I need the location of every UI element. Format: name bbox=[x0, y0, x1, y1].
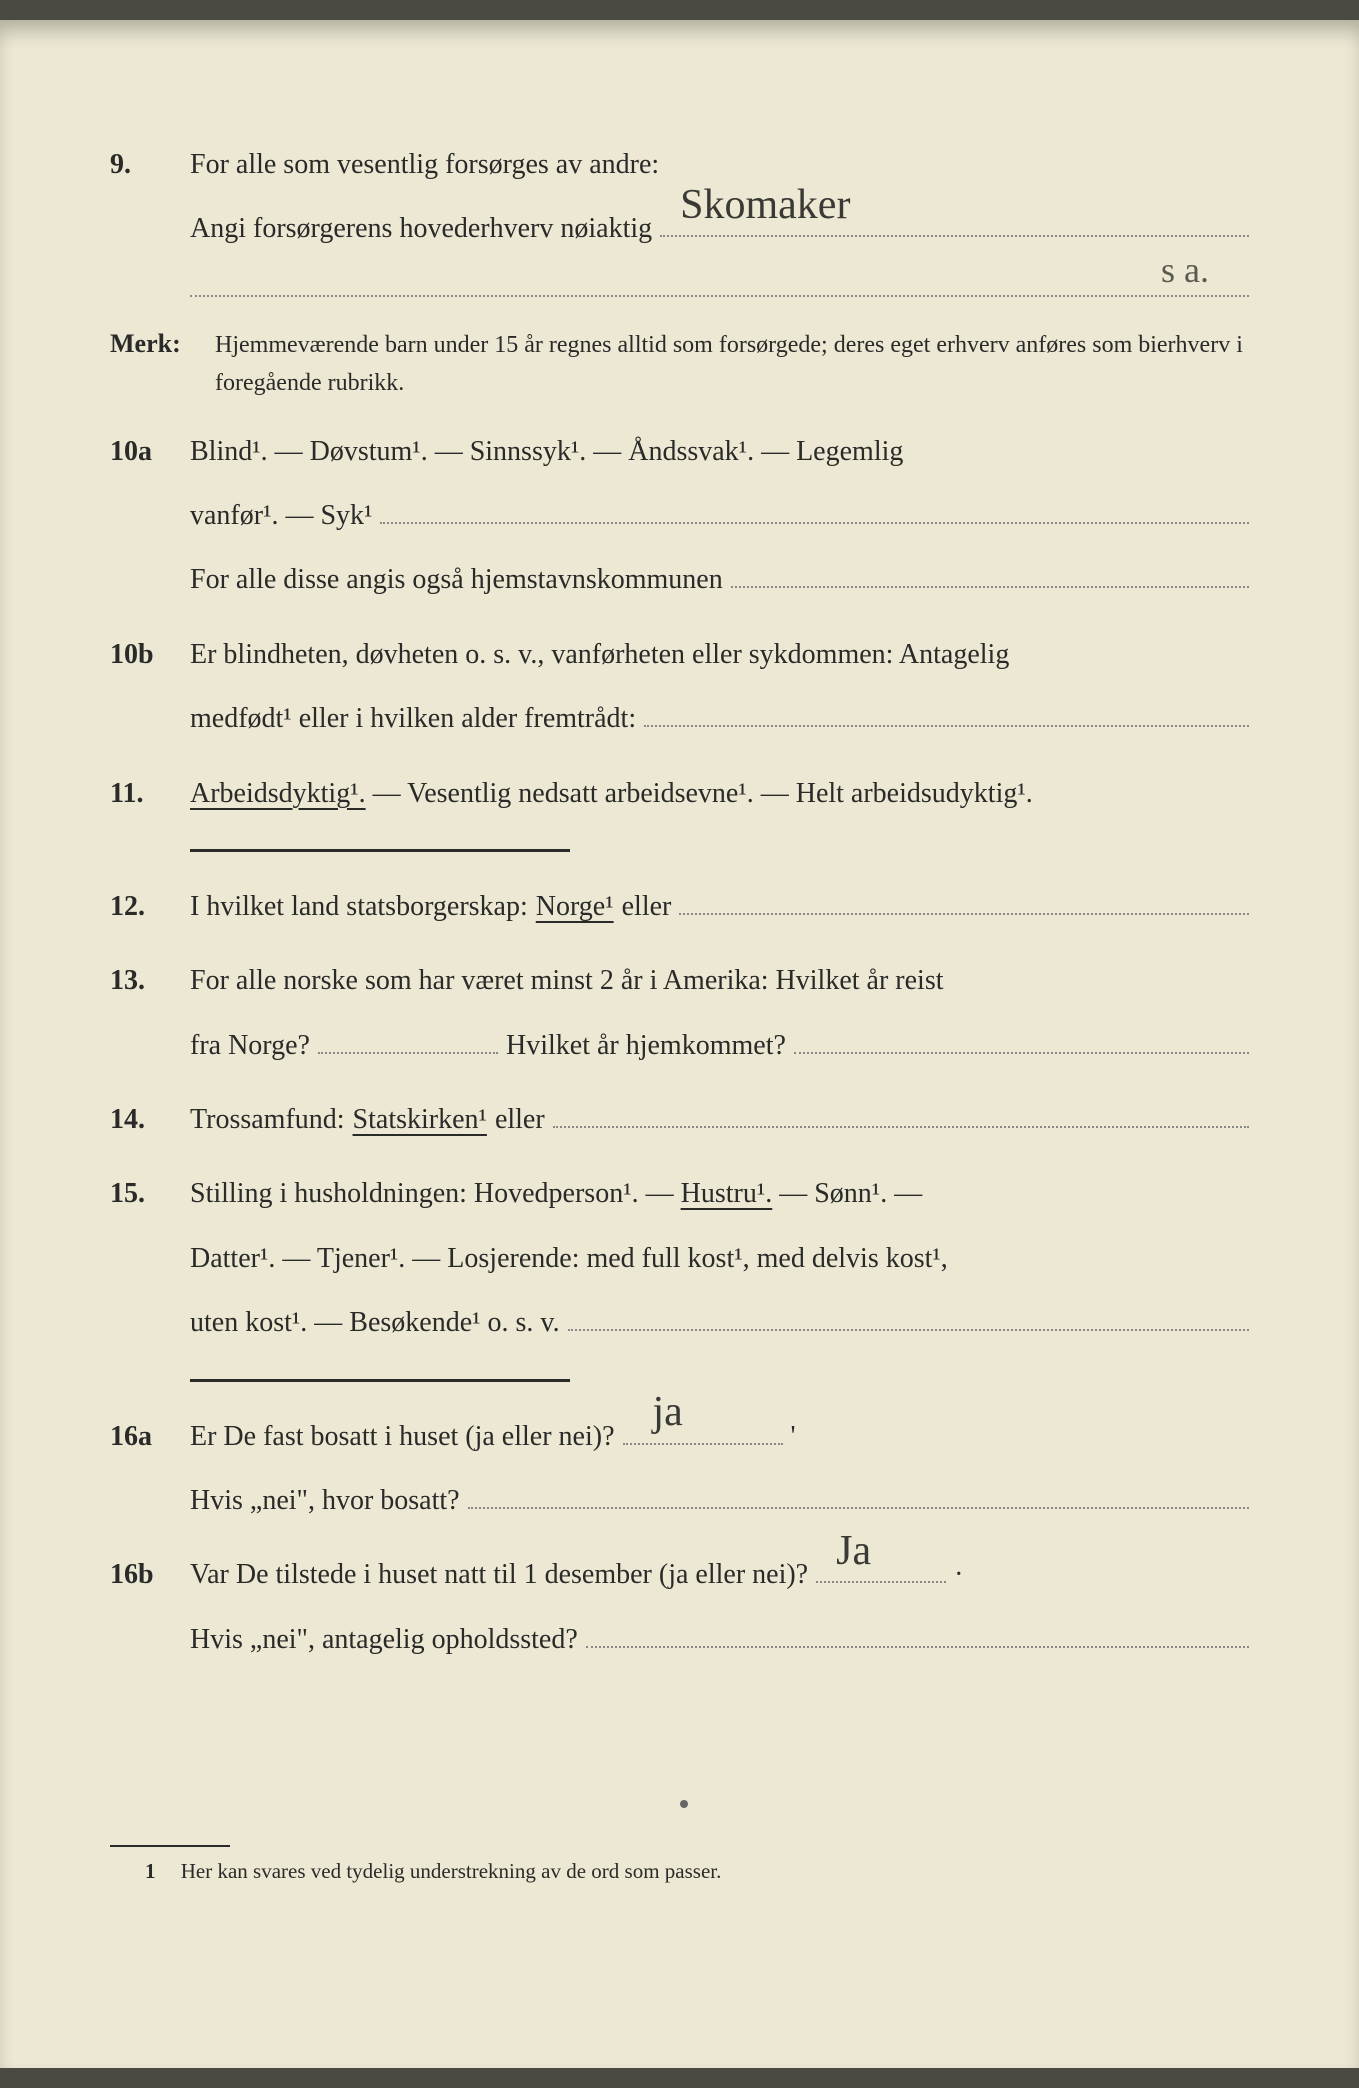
q9-annotation: s a. bbox=[1161, 238, 1209, 303]
q12-prefix: I hvilket land statsborgerskap: bbox=[190, 882, 528, 932]
q14-number: 14. bbox=[110, 1095, 190, 1145]
q16b-number: 16b bbox=[110, 1550, 190, 1600]
q10b-number: 10b bbox=[110, 630, 190, 680]
q13-line2b: Hvilket år hjemkommet? bbox=[506, 1021, 786, 1071]
q9-answer: Skomaker bbox=[680, 168, 850, 244]
q9-answer-line: Skomaker bbox=[660, 209, 1249, 237]
q11-content: Arbeidsdyktig¹. — Vesentlig nedsatt arbe… bbox=[190, 769, 1249, 819]
footnote-text: Her kan svares ved tydelig understreknin… bbox=[181, 1859, 722, 1883]
q13-fill2 bbox=[794, 1026, 1249, 1054]
q12-suffix: eller bbox=[622, 882, 672, 932]
dot-mark bbox=[680, 1800, 688, 1808]
q9-line2-label: Angi forsørgerens hovederhverv nøiaktig bbox=[190, 204, 652, 254]
q14-underlined: Statskirken¹ bbox=[353, 1095, 487, 1145]
q12-content: I hvilket land statsborgerskap: Norge¹ e… bbox=[190, 882, 1249, 932]
q13-line1: For alle norske som har været minst 2 år… bbox=[190, 956, 1249, 1006]
q9-number: 9. bbox=[110, 140, 190, 190]
q16a-line2: Hvis „nei", hvor bosatt? bbox=[190, 1476, 1249, 1526]
question-11: 11. Arbeidsdyktig¹. — Vesentlig nedsatt … bbox=[110, 769, 1249, 819]
q15-line1-underlined: Hustru¹. bbox=[681, 1178, 773, 1209]
merk-text: Hjemmeværende barn under 15 år regnes al… bbox=[215, 326, 1249, 403]
q10a-line1: Blind¹. — Døvstum¹. — Sinnssyk¹. — Åndss… bbox=[190, 427, 1249, 477]
q15-content: Stilling i husholdningen: Hovedperson¹. … bbox=[190, 1169, 1249, 1348]
question-12: 12. I hvilket land statsborgerskap: Norg… bbox=[110, 882, 1249, 932]
q16b-content: Var De tilstede i huset natt til 1 desem… bbox=[190, 1550, 1249, 1665]
q12-underlined: Norge¹ bbox=[536, 882, 614, 932]
q14-suffix: eller bbox=[495, 1095, 545, 1145]
q15-fill bbox=[568, 1303, 1249, 1331]
q13-line2: fra Norge? Hvilket år hjemkommet? bbox=[190, 1021, 1249, 1071]
q13-fill1 bbox=[318, 1026, 498, 1054]
q10a-line3: For alle disse angis også hjemstavnskomm… bbox=[190, 555, 1249, 605]
q16b-line2-label: Hvis „nei", antagelig opholdssted? bbox=[190, 1615, 578, 1665]
q9-line2: Angi forsørgerens hovederhverv nøiaktig … bbox=[190, 204, 1249, 254]
q16a-line2-label: Hvis „nei", hvor bosatt? bbox=[190, 1476, 460, 1526]
question-10b: 10b Er blindheten, døvheten o. s. v., va… bbox=[110, 630, 1249, 745]
q16a-content: Er De fast bosatt i huset (ja eller nei)… bbox=[190, 1412, 1249, 1527]
footnote-num: 1 bbox=[145, 1859, 156, 1883]
question-9: 9. For alle som vesentlig forsørges av a… bbox=[110, 140, 1249, 297]
q16b-line1: Var De tilstede i huset natt til 1 desem… bbox=[190, 1550, 1249, 1600]
q15-line1: Stilling i husholdningen: Hovedperson¹. … bbox=[190, 1169, 1249, 1219]
question-10a: 10a Blind¹. — Døvstum¹. — Sinnssyk¹. — Å… bbox=[110, 427, 1249, 606]
q9-content: For alle som vesentlig forsørges av andr… bbox=[190, 140, 1249, 297]
q13-line2a: fra Norge? bbox=[190, 1021, 310, 1071]
q15-line3: uten kost¹. — Besøkende¹ o. s. v. bbox=[190, 1298, 1249, 1348]
q10a-line2-fill bbox=[380, 496, 1249, 524]
q16a-line1-label: Er De fast bosatt i huset (ja eller nei)… bbox=[190, 1412, 615, 1462]
question-16a: 16a Er De fast bosatt i huset (ja eller … bbox=[110, 1412, 1249, 1527]
q14-prefix: Trossamfund: bbox=[190, 1095, 345, 1145]
q10a-content: Blind¹. — Døvstum¹. — Sinnssyk¹. — Åndss… bbox=[190, 427, 1249, 606]
divider-1 bbox=[190, 849, 570, 852]
q10a-number: 10a bbox=[110, 427, 190, 477]
q14-content: Trossamfund: Statskirken¹ eller bbox=[190, 1095, 1249, 1145]
q16a-answer: ja bbox=[653, 1375, 683, 1451]
q10b-line1: Er blindheten, døvheten o. s. v., vanfør… bbox=[190, 630, 1249, 680]
merk-label: Merk: bbox=[110, 321, 215, 368]
q9-annotation-line: s a. bbox=[190, 269, 1249, 297]
q13-content: For alle norske som har været minst 2 år… bbox=[190, 956, 1249, 1071]
q16b-line2-fill bbox=[586, 1620, 1249, 1648]
q15-line3-prefix: uten kost¹. — Besøkende¹ o. s. v. bbox=[190, 1298, 560, 1348]
q14-fill bbox=[553, 1100, 1249, 1128]
q15-line1-prefix: Stilling i husholdningen: Hovedperson¹. … bbox=[190, 1178, 681, 1209]
q16b-answer: Ja bbox=[836, 1514, 871, 1590]
q12-number: 12. bbox=[110, 882, 190, 932]
q10a-line2: vanfør¹. — Syk¹ bbox=[190, 491, 1249, 541]
q9-line3: s a. bbox=[190, 269, 1249, 297]
question-15: 15. Stilling i husholdningen: Hovedperso… bbox=[110, 1169, 1249, 1348]
q16a-line2-fill bbox=[468, 1481, 1249, 1509]
question-14: 14. Trossamfund: Statskirken¹ eller bbox=[110, 1095, 1249, 1145]
q10b-line2-fill bbox=[644, 699, 1249, 727]
q16a-answer-line: ja bbox=[623, 1417, 783, 1445]
q16b-answer-line: Ja bbox=[816, 1555, 946, 1583]
q16a-number: 16a bbox=[110, 1412, 190, 1462]
q11-number: 11. bbox=[110, 769, 190, 819]
q16b-line2: Hvis „nei", antagelig opholdssted? bbox=[190, 1615, 1249, 1665]
q10a-line2-label: vanfør¹. — Syk¹ bbox=[190, 491, 372, 541]
merk-note: Merk: Hjemmeværende barn under 15 år reg… bbox=[110, 321, 1249, 403]
q16b-colon: · bbox=[954, 1550, 963, 1600]
q15-line2: Datter¹. — Tjener¹. — Losjerende: med fu… bbox=[190, 1234, 1249, 1284]
q12-fill bbox=[679, 887, 1249, 915]
q10a-line3-fill bbox=[731, 560, 1249, 588]
q11-rest: — Vesentlig nedsatt arbeidsevne¹. — Helt… bbox=[366, 778, 1033, 809]
q16a-line1: Er De fast bosatt i huset (ja eller nei)… bbox=[190, 1412, 1249, 1462]
q11-underlined: Arbeidsdyktig¹. bbox=[190, 778, 366, 809]
q15-number: 15. bbox=[110, 1169, 190, 1219]
q10b-content: Er blindheten, døvheten o. s. v., vanfør… bbox=[190, 630, 1249, 745]
q10b-line2-label: medfødt¹ eller i hvilken alder fremtrådt… bbox=[190, 694, 636, 744]
q10a-line3-label: For alle disse angis også hjemstavnskomm… bbox=[190, 555, 723, 605]
footnote: 1 Her kan svares ved tydelig understrekn… bbox=[110, 1859, 1249, 1884]
q10b-line2: medfødt¹ eller i hvilken alder fremtrådt… bbox=[190, 694, 1249, 744]
divider-2 bbox=[190, 1379, 570, 1382]
q16b-line1-label: Var De tilstede i huset natt til 1 desem… bbox=[190, 1550, 808, 1600]
q16a-apostrophe: ' bbox=[791, 1412, 796, 1462]
question-13: 13. For alle norske som har været minst … bbox=[110, 956, 1249, 1071]
footnote-divider bbox=[110, 1845, 230, 1847]
question-16b: 16b Var De tilstede i huset natt til 1 d… bbox=[110, 1550, 1249, 1665]
q15-line1-suffix: — Sønn¹. — bbox=[772, 1178, 922, 1209]
census-form-page: 9. For alle som vesentlig forsørges av a… bbox=[0, 20, 1359, 2068]
q13-number: 13. bbox=[110, 956, 190, 1006]
